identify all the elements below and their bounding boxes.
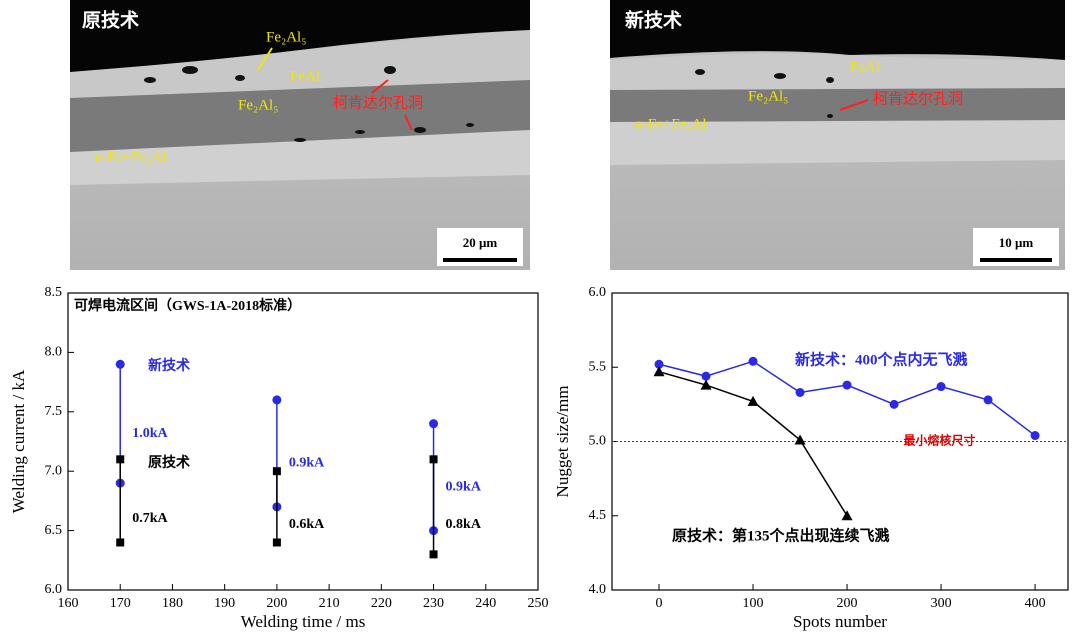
marker	[701, 371, 711, 381]
phase-label: FeAl	[290, 68, 320, 84]
x-tick-label: 210	[319, 596, 340, 611]
y-tick-label: 4.5	[589, 508, 607, 523]
chart-title: 可焊电流区间（GWS-1A-2018标准）	[74, 297, 301, 314]
x-tick-label: 0	[656, 596, 663, 611]
marker	[429, 455, 438, 464]
y-tick-label: 7.5	[45, 404, 63, 419]
x-tick-label: 100	[743, 596, 764, 611]
reference-label: 最小熔核尺寸	[903, 432, 975, 447]
x-tick-label: 240	[475, 596, 496, 611]
x-tick-label: 230	[423, 596, 444, 611]
x-tick-label: 200	[266, 596, 287, 611]
marker	[429, 550, 438, 559]
marker	[272, 538, 281, 547]
series-name: 原技术	[148, 454, 190, 471]
marker	[653, 366, 665, 377]
y-axis-title: Nugget size/mm	[553, 386, 572, 498]
scale-bar-label: 20 μm	[463, 235, 498, 250]
x-tick-label: 190	[214, 596, 235, 611]
series-name: 新技术：400个点内无飞溅	[795, 350, 968, 368]
phase-label: Fe₂Al₅	[748, 88, 788, 104]
scale-bar	[443, 258, 517, 262]
marker	[795, 387, 805, 397]
x-tick-label: 250	[528, 596, 549, 611]
micrograph-left: 原技术 Fe₂Al₅ FeAl Fe₂Al₅ 柯肯达尔孔洞 α-Fe+Fe₃Al…	[70, 0, 530, 270]
series-name: 新技术	[148, 357, 190, 374]
image-title: 原技术	[82, 8, 139, 31]
phase-label: Fe₂Al₅	[238, 97, 278, 113]
scale-bar-label: 10 μm	[999, 235, 1034, 250]
marker	[794, 434, 806, 445]
marker	[429, 419, 439, 429]
span-label: 0.9kA	[289, 456, 325, 471]
x-tick-label: 220	[371, 596, 392, 611]
span-label: 1.0kA	[132, 426, 168, 441]
span-label: 0.9kA	[446, 479, 482, 494]
arrow	[257, 47, 273, 71]
phase-label: Fe₂Al₅	[266, 29, 306, 45]
pore-label: 柯肯达尔孔洞	[873, 90, 963, 107]
y-tick-label: 6.0	[589, 285, 607, 300]
arrow	[404, 114, 413, 131]
y-tick-label: 7.0	[45, 463, 63, 478]
span-label: 0.6kA	[289, 517, 325, 532]
y-tick-label: 4.0	[589, 582, 607, 597]
y-tick-label: 8.5	[45, 285, 63, 300]
micrograph-right: 新技术 FeAl Fe₂Al₅ 柯肯达尔孔洞 α-Fe+Fe₃Al 10 μm	[610, 0, 1065, 270]
series-name: 原技术：第135个点出现连续飞溅	[672, 526, 890, 544]
image-title: 新技术	[625, 8, 682, 31]
marker	[983, 395, 993, 405]
pore-label: 柯肯达尔孔洞	[333, 94, 423, 111]
span-label: 0.7kA	[132, 511, 168, 526]
marker	[936, 382, 946, 392]
marker	[116, 455, 125, 464]
y-axis-title: Welding current / kA	[9, 369, 28, 513]
y-tick-label: 5.5	[589, 359, 607, 374]
plot-frame	[67, 292, 539, 591]
y-tick-label: 5.0	[589, 434, 607, 449]
marker	[889, 399, 899, 409]
marker	[1030, 431, 1040, 441]
scale-bar	[980, 258, 1052, 262]
phase-label: FeAl	[850, 59, 880, 75]
x-axis-title: Spots number	[793, 612, 887, 631]
x-tick-label: 400	[1025, 596, 1046, 611]
marker	[116, 538, 125, 547]
marker	[842, 380, 852, 390]
arrow	[839, 99, 869, 111]
marker	[841, 510, 853, 521]
phase-label: α-Fe+Fe₃Al	[95, 149, 167, 165]
span-label: 0.8kA	[446, 517, 482, 532]
marker	[115, 359, 125, 369]
y-tick-label: 6.5	[45, 523, 63, 538]
marker	[747, 395, 759, 406]
x-tick-label: 170	[110, 596, 131, 611]
x-axis-title: Welding time / ms	[241, 612, 366, 631]
series-line	[658, 370, 848, 517]
marker	[654, 359, 664, 369]
y-tick-label: 8.0	[45, 345, 63, 360]
series-line	[658, 360, 1036, 437]
marker	[748, 356, 758, 366]
phase-label: α-Fe+Fe₃Al	[635, 116, 707, 132]
arrow	[371, 79, 389, 94]
x-tick-label: 160	[58, 596, 79, 611]
x-tick-label: 300	[931, 596, 952, 611]
x-tick-label: 180	[162, 596, 183, 611]
marker	[700, 379, 712, 390]
marker	[272, 467, 281, 476]
y-tick-label: 6.0	[45, 582, 63, 597]
x-tick-label: 200	[837, 596, 858, 611]
marker	[272, 395, 282, 405]
